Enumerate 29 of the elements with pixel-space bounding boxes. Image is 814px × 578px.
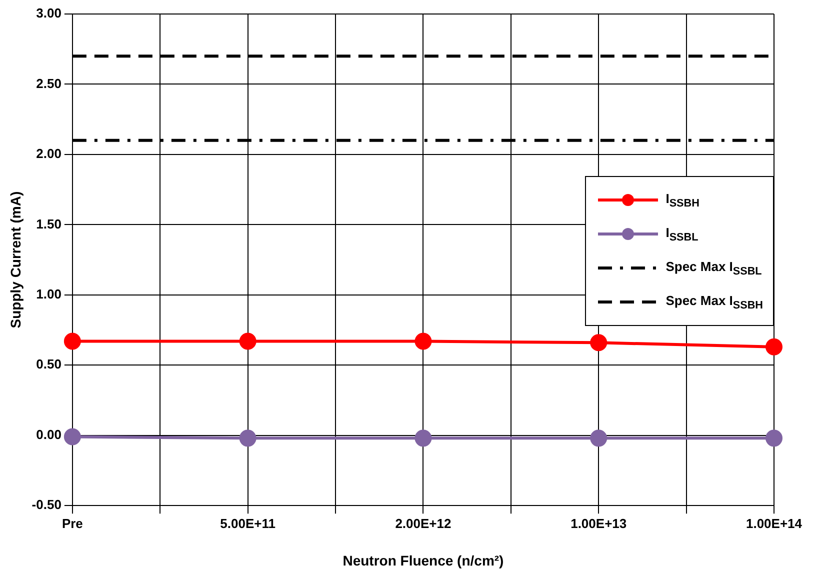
y-tick-label: 0.50 [36,356,62,372]
y-tick-label: 2.00 [36,146,62,162]
point [414,430,432,447]
x-axis-title: Neutron Fluence (n/cm²) [342,552,504,568]
point [64,428,81,446]
x-tick-label: 1.00E+13 [570,516,627,531]
point [590,334,608,352]
y-axis-title: Supply Current (mA) [7,191,24,328]
legend-label: Spec Max I$_{SSBH}$ [666,292,763,312]
legend-label: Spec Max I$_{SSBL}$ [666,258,762,278]
point [239,430,256,447]
legend-label: I$_{SSBL}$ [666,224,698,244]
x-tick-label: 5.00E+11 [220,516,276,531]
point [414,332,432,350]
x-tick-label: Pre [62,516,83,531]
y-tick-label: 3.00 [36,6,62,21]
legend-label: I$_{SSBH}$ [666,190,700,210]
point [766,430,782,447]
y-tick-label: 1.00 [36,286,62,302]
y-tick-label: 0.00 [36,426,62,442]
x-tick-label: 1.00E+14 [746,516,803,531]
point [766,338,782,356]
point [590,430,608,447]
point [239,332,256,350]
y-tick-label: -0.50 [32,497,62,512]
y-tick-label: 1.50 [36,216,62,232]
x-tick-label: 2.00E+12 [395,516,452,531]
y-tick-label: 2.50 [36,76,62,91]
point [64,332,81,350]
